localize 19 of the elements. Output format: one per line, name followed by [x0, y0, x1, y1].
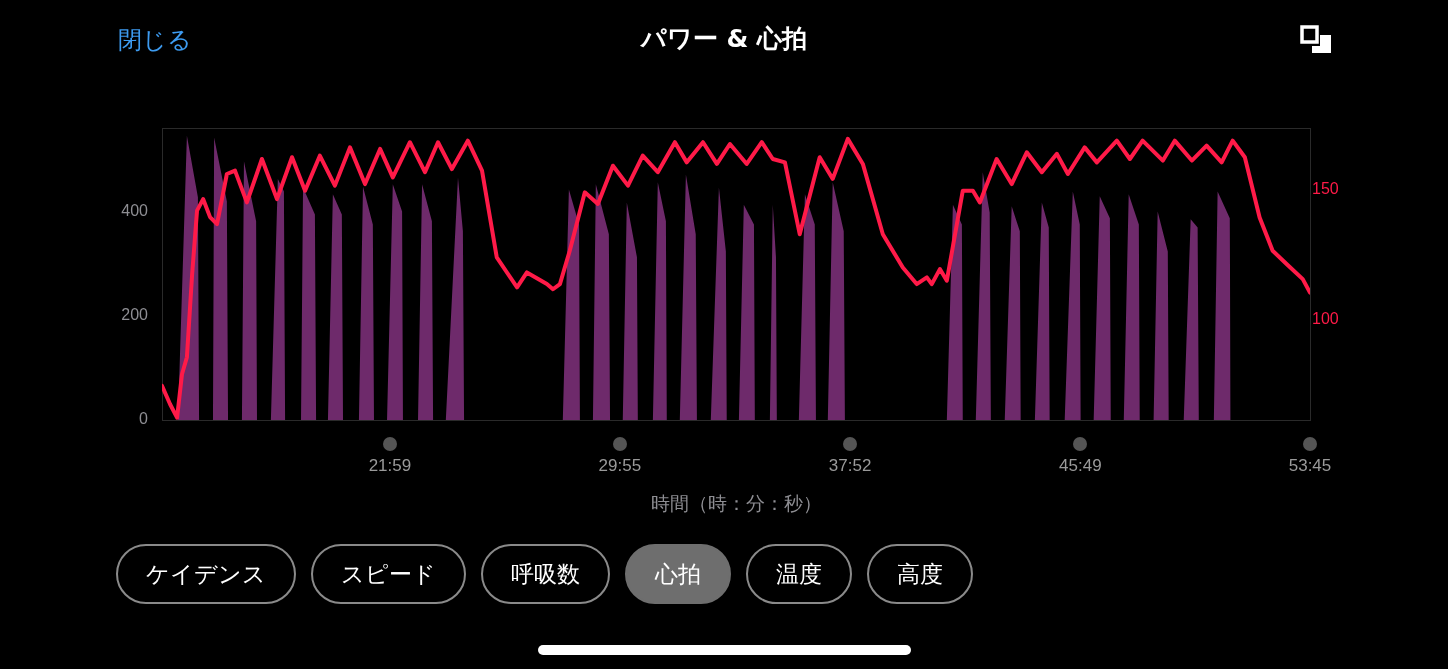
y-tick-label: 0 [139, 410, 149, 428]
chart-title: パワー & 心拍 [640, 24, 808, 53]
y2-tick-label: 100 [1312, 309, 1339, 327]
x-tick-label: 53:45 [1288, 455, 1332, 475]
x-tick-label: 29:55 [598, 455, 642, 475]
text: 温度 [746, 544, 852, 604]
x-tick-label: 37:52 [828, 455, 872, 475]
x-axis-title: 時間（時：分：秒） [650, 492, 822, 514]
text: スピード [311, 544, 466, 604]
x-tick-label: 45:49 [1059, 455, 1102, 475]
y-tick-label: 400 [121, 201, 149, 219]
x-tick-label: 21:59 [368, 455, 412, 475]
text: 心拍 [625, 544, 731, 604]
text: 高度 [867, 544, 973, 604]
y2-tick-label: 150 [1312, 180, 1339, 198]
text: 呼吸数 [481, 544, 610, 604]
text: ケイデンス [116, 544, 296, 604]
y-tick-label: 200 [121, 306, 149, 324]
text: 閉じる [118, 25, 192, 56]
